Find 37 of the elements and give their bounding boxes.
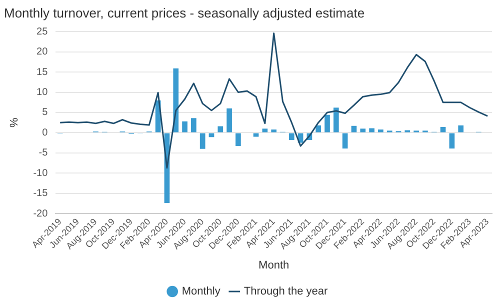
y-tick-label: -20 (33, 208, 48, 220)
legend-label: Monthly (182, 286, 221, 298)
bar (333, 108, 339, 132)
bar (182, 121, 188, 132)
bar (288, 133, 294, 140)
y-axis-title: % (8, 117, 21, 128)
bar (262, 128, 268, 132)
y-tick-label: 25 (36, 26, 48, 38)
bar (200, 133, 206, 149)
bar (342, 133, 348, 148)
y-tick-label: -5 (38, 148, 48, 159)
y-tick-label: 15 (36, 66, 48, 78)
bar (253, 133, 259, 137)
bar (369, 128, 374, 132)
y-tick-label: -10 (33, 168, 48, 179)
bar (208, 133, 214, 138)
bar (360, 128, 366, 132)
bar (378, 129, 384, 132)
bar (316, 125, 322, 132)
y-tick-label: 5 (42, 107, 48, 118)
bar (324, 114, 330, 132)
chart-title: Monthly turnover, current prices - seasonally adjusted estimate (4, 5, 365, 20)
y-tick-label: 20 (36, 46, 48, 58)
bar (458, 125, 464, 132)
x-axis-title: Month (258, 259, 290, 272)
legend-label: Through the year (244, 286, 328, 298)
y-tick-label: -15 (33, 188, 48, 200)
bar (226, 108, 232, 132)
bar (236, 133, 241, 146)
bar (440, 127, 446, 132)
bar (191, 118, 196, 132)
y-tick-label: 0 (42, 127, 48, 138)
bar (271, 129, 276, 132)
bar (218, 126, 224, 132)
bar (173, 68, 179, 132)
y-tick-label: 10 (36, 87, 48, 98)
bar (449, 133, 455, 148)
